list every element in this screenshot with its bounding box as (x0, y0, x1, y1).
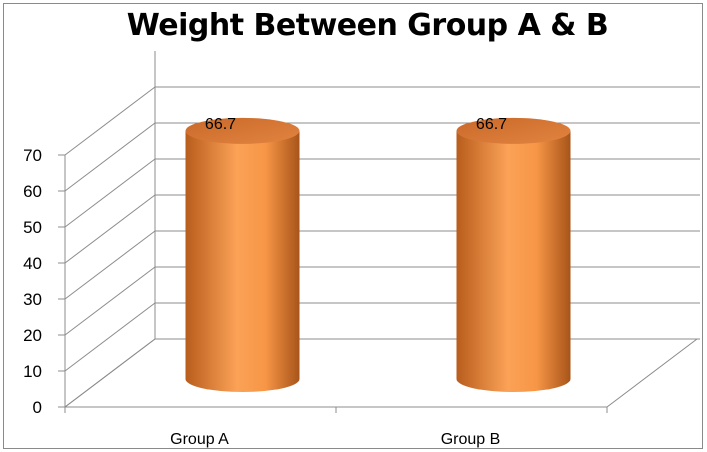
y-tick-label: 0 (33, 398, 42, 417)
bar (185, 117, 300, 392)
side-gridline (64, 230, 156, 300)
y-tick-label: 70 (23, 146, 42, 165)
labels: 0 10 20 30 40 50 60 70 66.7 Group A 66.7 Group B (23, 116, 507, 448)
data-label: 66.7 (205, 116, 236, 133)
axes (58, 154, 699, 413)
bar-top (456, 117, 571, 144)
chart-frame (3, 3, 703, 449)
bar-top (185, 117, 300, 144)
bar-body (456, 130, 571, 392)
category-label: Group A (170, 431, 229, 448)
side-gridline (64, 158, 156, 228)
bars (185, 117, 571, 392)
side-gridline (64, 86, 156, 156)
y-tick-label: 10 (23, 362, 42, 381)
y-tick-label: 20 (23, 326, 42, 345)
category-label: Group B (441, 431, 501, 448)
y-tick-label: 30 (23, 290, 42, 309)
y-tick-label: 50 (23, 218, 42, 237)
side-gridline (64, 266, 156, 336)
bar (456, 117, 571, 392)
bar-body (185, 130, 300, 392)
y-tick-label: 40 (23, 254, 42, 273)
gridlines (64, 51, 700, 408)
side-gridline (64, 122, 156, 192)
side-gridline (64, 302, 156, 372)
data-label: 66.7 (476, 116, 507, 133)
chart-title: Weight Between Group A & B (126, 8, 609, 43)
spacer (65, 51, 155, 155)
floor (63, 338, 699, 408)
y-tick-label: 60 (23, 182, 42, 201)
side-gridline (64, 194, 156, 264)
